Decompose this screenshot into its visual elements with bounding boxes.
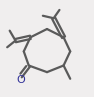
Text: O: O bbox=[16, 75, 25, 85]
